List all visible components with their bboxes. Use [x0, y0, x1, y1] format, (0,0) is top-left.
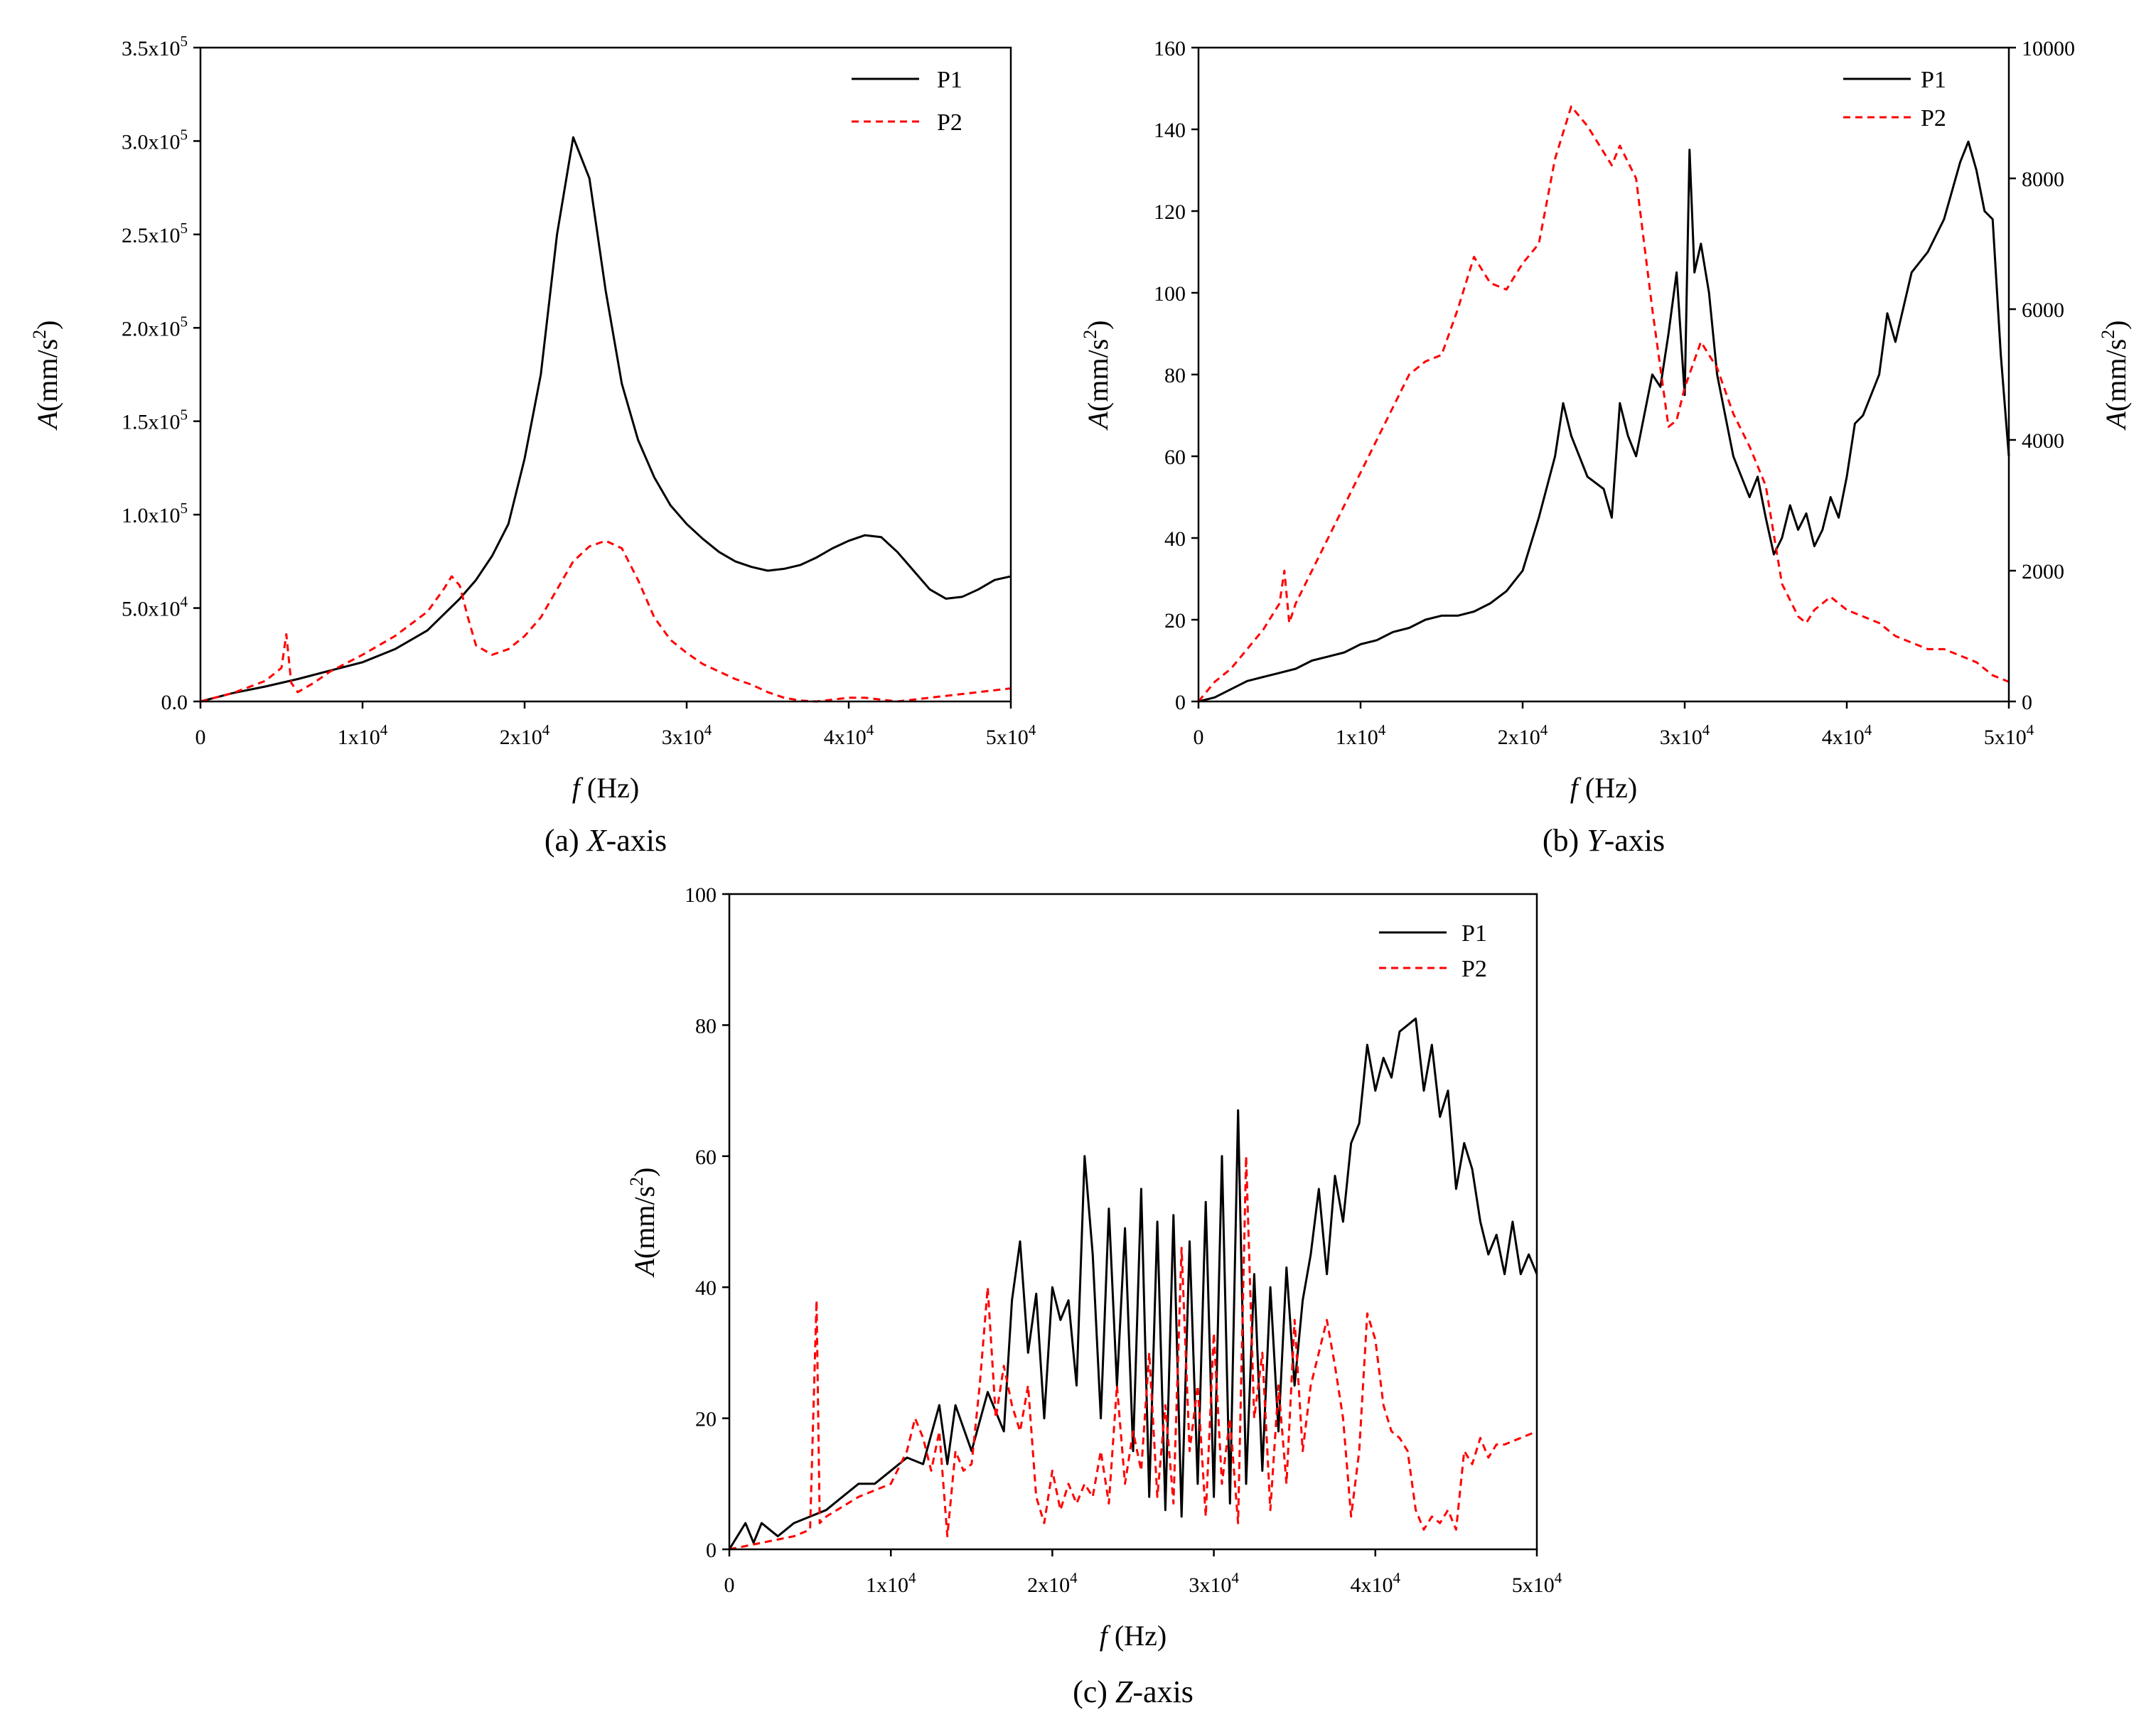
series-layer-z: [728, 1017, 1538, 1551]
y-tick-label: 3.5x105: [122, 33, 188, 60]
caption-b: (b) Y-axis: [1543, 823, 1665, 858]
x-tick-label: 1x104: [866, 1569, 916, 1597]
y-axis-label: A(mm/s2): [29, 321, 63, 431]
x-tick-label: 5x104: [1512, 1569, 1562, 1597]
x-axis-label: f (Hz): [572, 772, 639, 804]
y-axis-label-left: A(mm/s2): [1080, 321, 1114, 431]
series-layer-y: [1197, 105, 2010, 703]
plot-frame-y: [1197, 46, 2010, 703]
series-line-p1-x: [200, 136, 1012, 703]
y-tick-label: 2.0x105: [122, 313, 188, 340]
y-tick-label: 140: [1154, 119, 1186, 142]
chart-panel-z-axis: 0 1x104 2x104 3x104 4x104 5x104 0 20 40 60 80 100 P…: [626, 883, 1562, 1709]
caption-c: (c) Z-axis: [1073, 1674, 1194, 1709]
y-tick-label: 40: [1164, 527, 1186, 551]
x-tick-label: 2x104: [1027, 1569, 1078, 1597]
series-line-p1-z: [728, 1017, 1538, 1550]
x-tick-label: 3x104: [662, 721, 712, 749]
plot-frame-z: [728, 893, 1538, 1551]
y-tick-label: 0: [706, 1539, 717, 1562]
x-tick-label: 4x104: [1351, 1569, 1401, 1597]
x-tick-label: 2x104: [500, 721, 550, 749]
legend-label-p2: P2: [937, 109, 962, 136]
legend-x: P1 P2: [852, 67, 962, 136]
x-tick-label: 1x104: [1336, 721, 1386, 749]
y2-tick-label: 4000: [2022, 429, 2064, 453]
x-tick-label: 0: [195, 726, 206, 749]
chart-panel-x-axis: 0 1x104 2x104 3x104 4x104 5x104 0.0 5.0x104 1.0x…: [29, 33, 1036, 858]
x-tick-label: 5x104: [986, 721, 1036, 749]
y2-tick-label: 10000: [2022, 37, 2075, 60]
y-tick-label: 20: [1164, 609, 1186, 633]
y2-tick-label: 8000: [2022, 168, 2064, 191]
x-tick-label: 3x104: [1660, 721, 1710, 749]
y-tick-label: 80: [695, 1014, 717, 1038]
x-tick-label: 4x104: [824, 721, 874, 749]
y-tick-label: 20: [695, 1408, 717, 1431]
y-tick-label: 40: [695, 1276, 717, 1300]
y-tick-label: 0: [1175, 691, 1186, 714]
y-tick-label: 1.5x105: [122, 407, 188, 434]
y-tick-label: 2.5x105: [122, 220, 188, 247]
y-axis-label-right: A(mm/s2): [2098, 321, 2132, 431]
x-tick-label: 0: [724, 1573, 735, 1597]
x-axis-label: f (Hz): [1570, 772, 1637, 804]
series-line-p2-z: [729, 1155, 1538, 1551]
y-tick-label: 80: [1164, 364, 1186, 387]
legend-label-p1: P1: [937, 67, 962, 93]
series-layer-x: [200, 136, 1012, 703]
y2-tick-label: 6000: [2022, 298, 2064, 322]
legend-label-p2: P2: [1921, 105, 1946, 131]
y-tick-label: 160: [1154, 37, 1186, 60]
y2-tick-label: 2000: [2022, 560, 2064, 583]
legend-z: P1 P2: [1379, 920, 1487, 982]
y-tick-label: 0.0: [161, 691, 188, 714]
x-tick-label: 0: [1194, 726, 1204, 749]
chart-panel-y-axis: 0 1x104 2x104 3x104 4x104 5x104 0 20 40 60 80 100 12…: [1080, 37, 2132, 858]
y-axis-label: A(mm/s2): [626, 1168, 660, 1279]
y-tick-label: 120: [1154, 200, 1186, 224]
y2-tick-label: 0: [2022, 691, 2032, 714]
legend-label-p2: P2: [1462, 956, 1487, 982]
caption-a: (a) X-axis: [545, 823, 667, 858]
series-line-p2-y: [1197, 105, 2010, 702]
y-tick-label: 60: [1164, 446, 1186, 469]
plot-frame-x: [199, 46, 1012, 703]
y-tick-label: 100: [685, 883, 717, 907]
ticks-layer-y: 0 1x104 2x104 3x104 4x104 5x104 0 20 40 60 80 100 12…: [1154, 37, 2075, 749]
series-line-p2-x: [200, 539, 1012, 703]
y-tick-label: 5.0x104: [122, 593, 188, 621]
series-line-p1-y: [1198, 140, 2010, 703]
legend-y: P1 P2: [1843, 67, 1946, 131]
y-tick-label: 3.0x105: [122, 126, 188, 154]
y-tick-label: 60: [695, 1146, 717, 1169]
ticks-layer-x: 0 1x104 2x104 3x104 4x104 5x104 0.0 5.0x104 1.0x…: [122, 33, 1036, 749]
ticks-layer-z: 0 1x104 2x104 3x104 4x104 5x104 0 20 40 60 80 100: [685, 883, 1562, 1597]
legend-label-p1: P1: [1462, 920, 1487, 947]
x-tick-label: 3x104: [1189, 1569, 1239, 1597]
y-tick-label: 1.0x105: [122, 500, 188, 527]
x-tick-label: 1x104: [338, 721, 388, 749]
x-tick-label: 2x104: [1498, 721, 1548, 749]
legend-label-p1: P1: [1921, 67, 1946, 93]
x-axis-label: f (Hz): [1100, 1620, 1167, 1652]
x-tick-label: 5x104: [1984, 721, 2034, 749]
y-tick-label: 100: [1154, 282, 1186, 306]
x-tick-label: 4x104: [1822, 721, 1872, 749]
